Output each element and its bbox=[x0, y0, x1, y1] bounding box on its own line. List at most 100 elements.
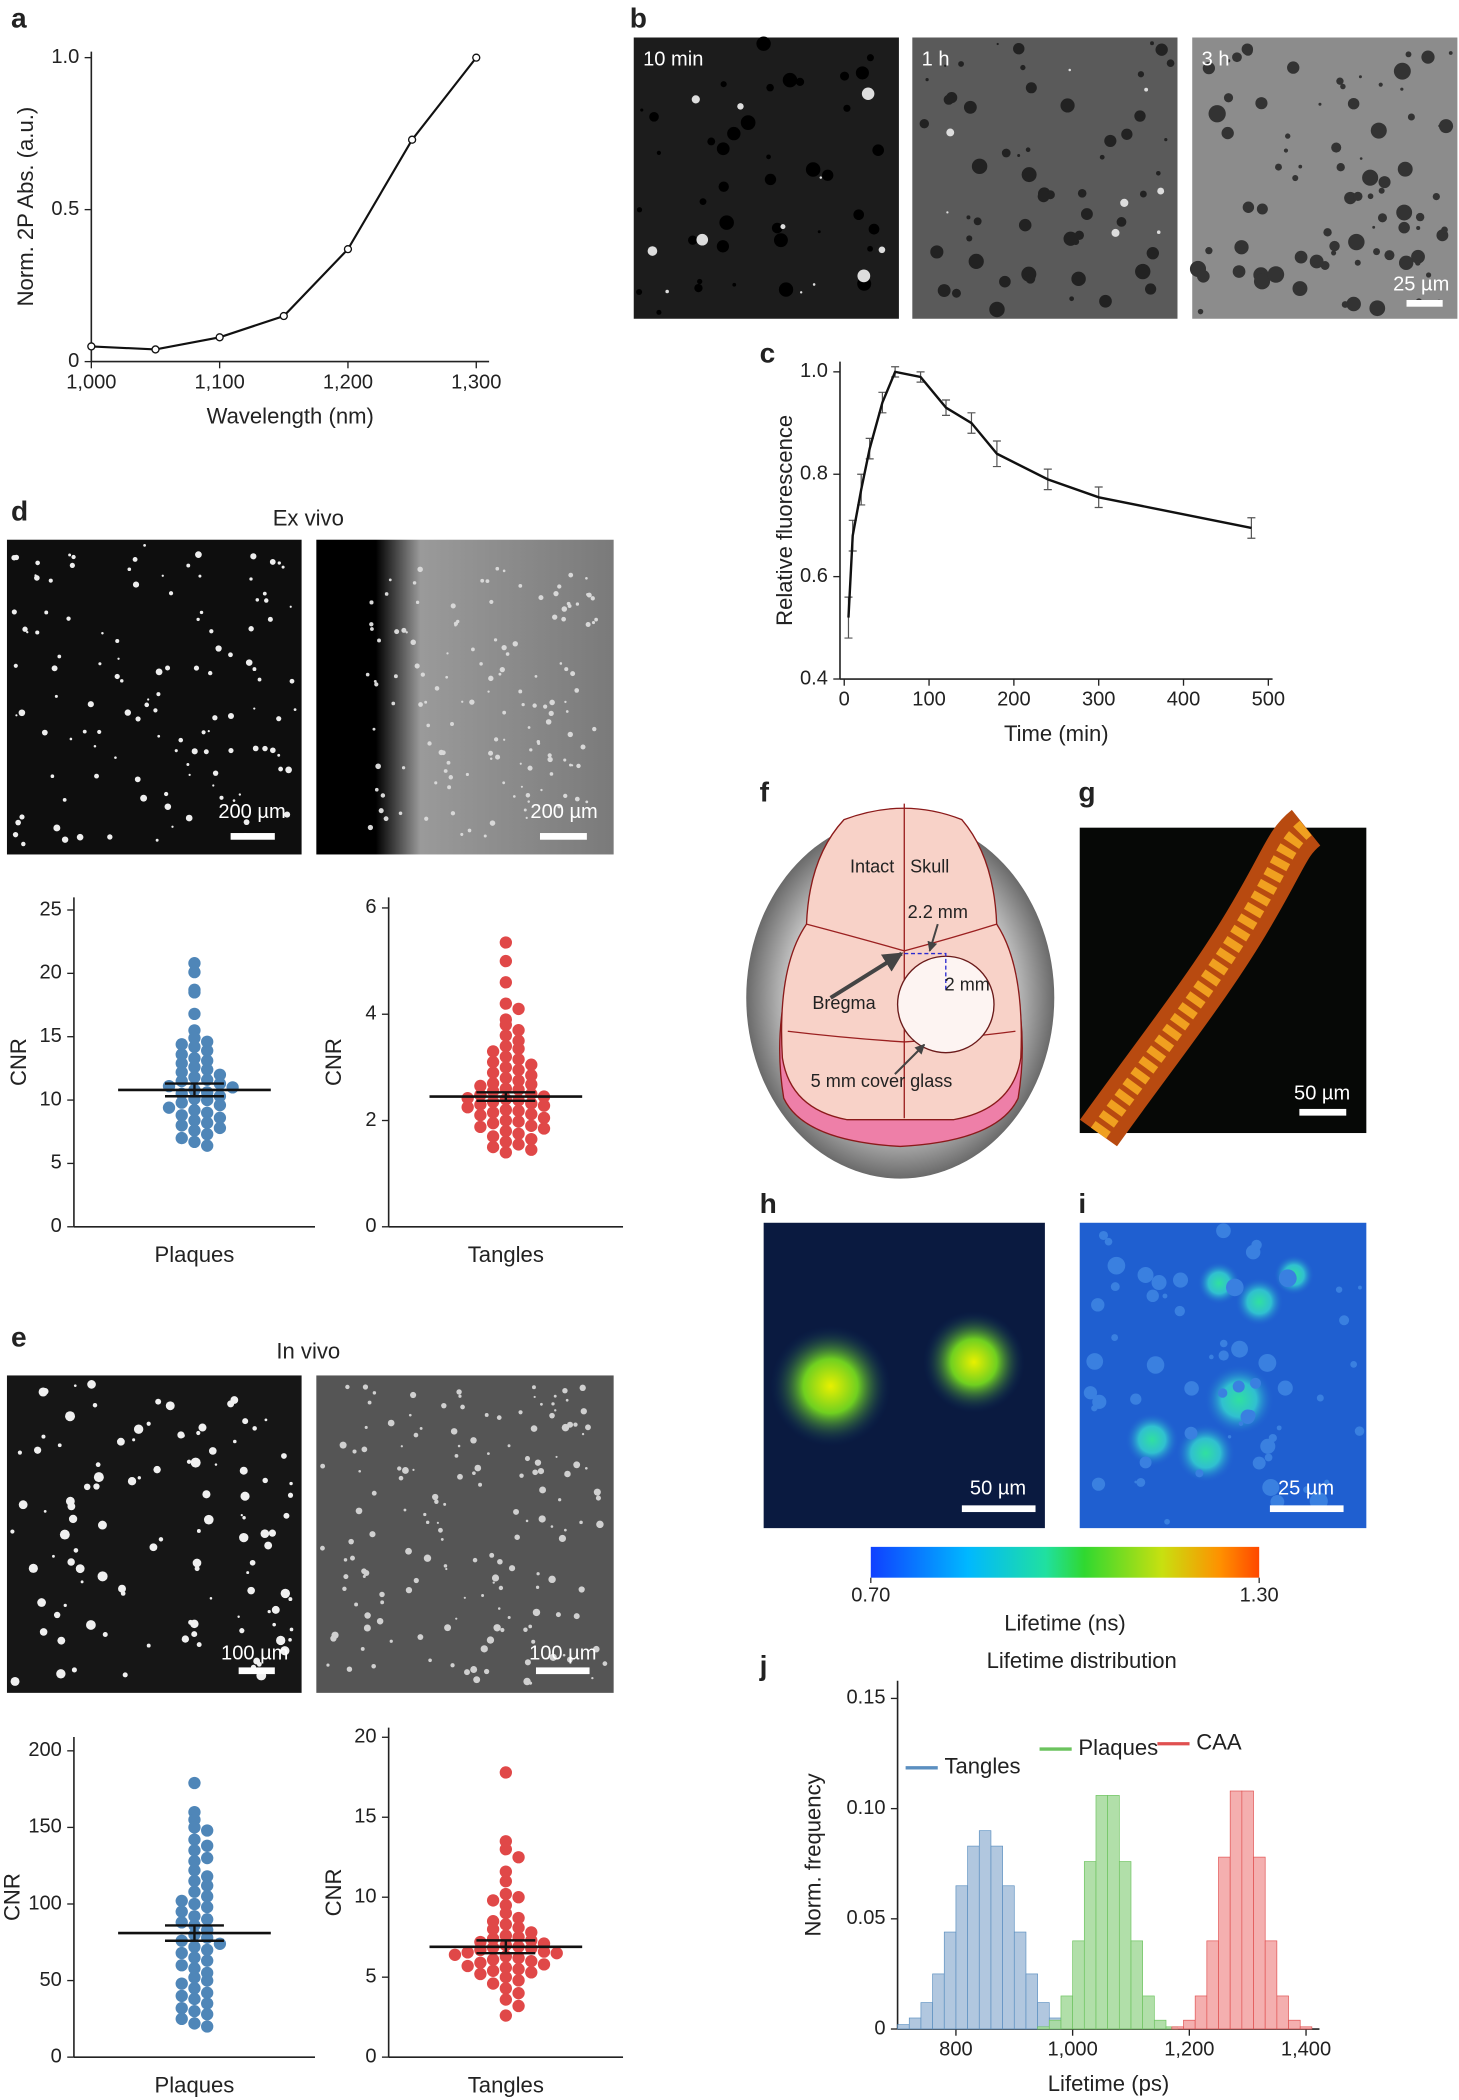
speck bbox=[586, 592, 592, 598]
speck bbox=[398, 811, 403, 816]
speck bbox=[196, 1529, 201, 1533]
speck bbox=[15, 714, 18, 717]
sem-bar bbox=[164, 1924, 224, 1942]
speck bbox=[697, 278, 703, 285]
speck bbox=[471, 647, 475, 652]
speck bbox=[1098, 1230, 1109, 1241]
speck bbox=[553, 1394, 557, 1398]
speck bbox=[551, 1402, 555, 1406]
speck bbox=[1318, 102, 1322, 106]
point bbox=[188, 1992, 201, 2006]
speck bbox=[208, 670, 213, 676]
speck bbox=[287, 1492, 294, 1498]
x-tick-label: 1,400 bbox=[1281, 2039, 1331, 2061]
bar bbox=[1025, 1973, 1038, 2030]
point bbox=[512, 1987, 525, 2000]
speck bbox=[428, 1658, 432, 1663]
point bbox=[175, 1989, 188, 2003]
speck bbox=[280, 1646, 290, 1656]
speck bbox=[507, 1444, 511, 1448]
speck bbox=[552, 614, 558, 620]
point bbox=[188, 1031, 201, 1045]
speck bbox=[1111, 1334, 1119, 1341]
speck bbox=[1216, 1223, 1231, 1239]
point bbox=[213, 1937, 227, 1950]
speck bbox=[1331, 250, 1337, 256]
speck bbox=[819, 176, 823, 179]
speck bbox=[362, 1574, 366, 1579]
scale-bar bbox=[1299, 1108, 1347, 1116]
speck bbox=[10, 1529, 15, 1534]
point bbox=[175, 1038, 188, 1051]
panel-label: j bbox=[759, 1650, 768, 1681]
speck bbox=[190, 1619, 199, 1629]
chart: 0 2 4 6 CNR Tangles bbox=[321, 896, 624, 1267]
speck bbox=[93, 745, 97, 748]
speck bbox=[243, 819, 250, 826]
point bbox=[188, 1874, 201, 1888]
speck bbox=[1001, 148, 1011, 158]
speck bbox=[122, 1672, 128, 1678]
point bbox=[499, 1018, 512, 1032]
speck bbox=[481, 1594, 485, 1597]
speck bbox=[52, 1554, 55, 1558]
speck bbox=[493, 1624, 501, 1632]
y-tick-label: 25 bbox=[40, 898, 62, 920]
speck bbox=[1260, 1438, 1276, 1454]
point bbox=[512, 1002, 525, 1016]
offset bbox=[904, 952, 947, 992]
speck bbox=[1164, 138, 1168, 142]
speck bbox=[1227, 1435, 1232, 1439]
speck bbox=[186, 563, 191, 568]
speck bbox=[502, 710, 507, 715]
speck bbox=[565, 710, 569, 713]
speck bbox=[1197, 269, 1210, 283]
point bbox=[486, 1923, 500, 1936]
point bbox=[201, 1954, 214, 1967]
speck bbox=[771, 222, 783, 234]
speck bbox=[872, 144, 884, 156]
speck bbox=[563, 793, 568, 799]
point bbox=[188, 1104, 201, 1117]
speck bbox=[15, 819, 21, 826]
point bbox=[188, 1040, 201, 1054]
speck bbox=[86, 1620, 96, 1630]
speck bbox=[537, 1467, 545, 1475]
speck bbox=[520, 785, 523, 788]
speck bbox=[531, 1639, 536, 1644]
point bbox=[188, 1940, 201, 1954]
panel-label: h bbox=[760, 1188, 777, 1219]
speck bbox=[513, 1508, 520, 1515]
point bbox=[525, 1078, 538, 1091]
bar bbox=[908, 2017, 922, 2030]
speck bbox=[417, 566, 423, 573]
point bbox=[213, 1068, 227, 1081]
point bbox=[175, 1048, 188, 1061]
speck bbox=[331, 1631, 339, 1639]
speck bbox=[1398, 255, 1414, 271]
speck bbox=[262, 591, 267, 596]
speck bbox=[518, 584, 523, 588]
speck bbox=[559, 662, 563, 665]
speck bbox=[716, 240, 730, 253]
point bbox=[175, 1066, 188, 1079]
speck bbox=[443, 1502, 447, 1506]
chart: 0 5 10 15 20 25 CNR Plaques bbox=[6, 897, 315, 1267]
speck bbox=[574, 688, 580, 693]
speck bbox=[13, 554, 20, 561]
speck bbox=[593, 1645, 600, 1653]
point bbox=[499, 1865, 512, 1878]
speck bbox=[387, 1419, 395, 1427]
speck bbox=[1378, 176, 1391, 189]
speck bbox=[363, 1569, 370, 1576]
speck bbox=[146, 1421, 151, 1426]
speck bbox=[523, 808, 527, 812]
skull-schematic bbox=[746, 803, 1055, 1179]
speck bbox=[512, 795, 516, 798]
speck bbox=[1217, 1388, 1228, 1398]
speck bbox=[575, 602, 580, 606]
point bbox=[201, 1839, 214, 1852]
speck bbox=[727, 126, 741, 141]
speck bbox=[71, 1667, 77, 1673]
speck bbox=[656, 150, 661, 156]
